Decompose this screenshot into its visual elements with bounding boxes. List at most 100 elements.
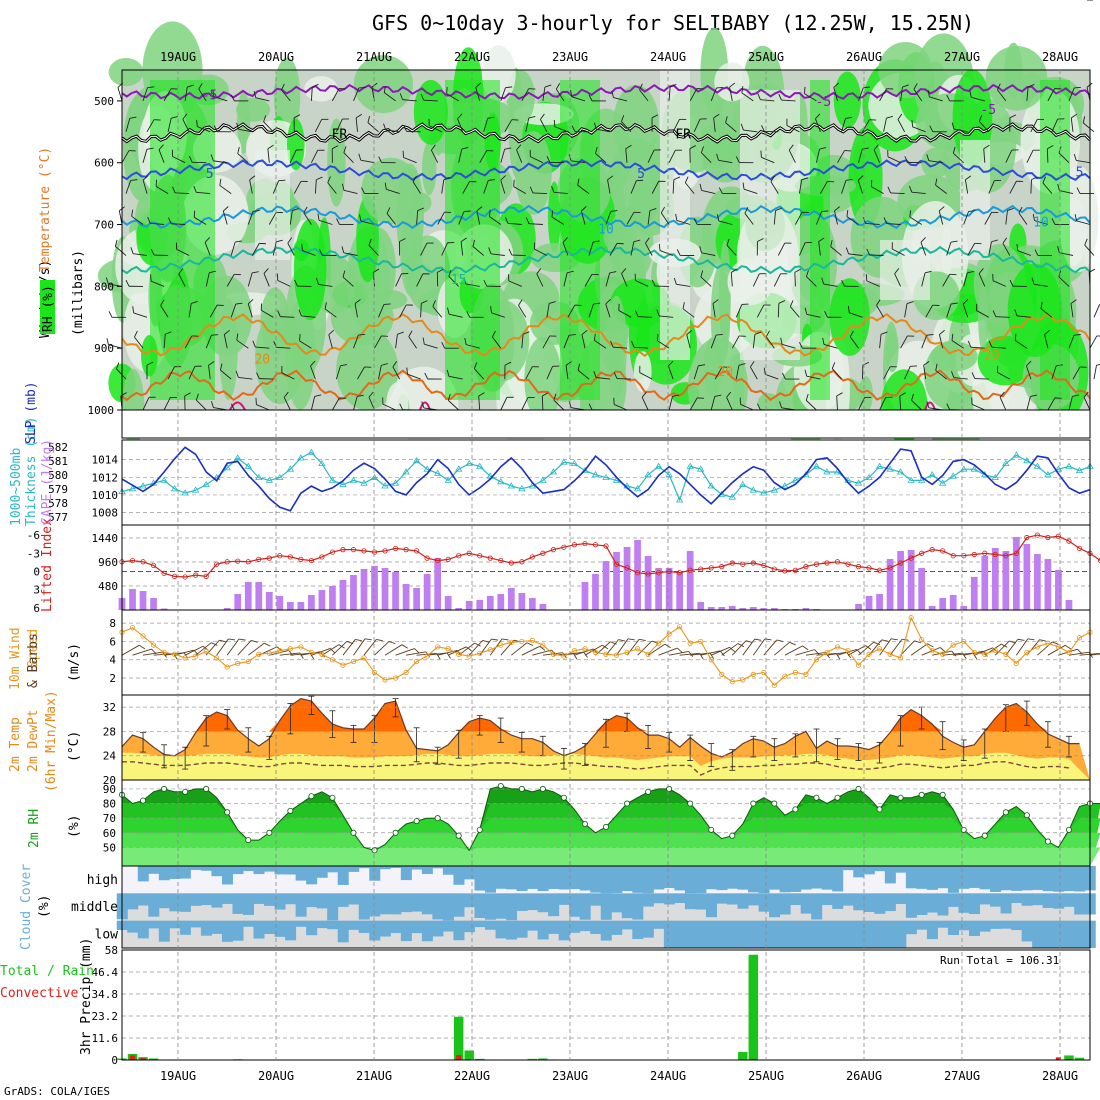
wind-barb-flag [907,335,915,337]
wind-barb-staff [858,87,864,102]
cloud-bar [695,866,707,894]
cloud-bar [632,893,644,920]
wind-barb-staff [528,223,543,225]
wind10-speed-point [834,644,841,650]
wind-barb-flag [336,218,340,225]
cloud-bar [127,893,139,910]
cloud-bar [264,866,276,872]
wind10-speed-point [740,677,746,683]
cloud-bar [695,920,707,948]
rh2m-area-50 [122,847,1100,866]
contour-30-line [419,401,431,411]
wind-barb-staff [595,153,607,164]
wind10-speed-point [971,649,977,656]
contour-label: 20 [717,365,733,380]
cape-bar [1065,600,1073,610]
wind10-barb-staff [721,643,739,656]
wind-barb-staff [911,191,926,195]
wind10-speed-point [771,682,777,688]
wind10-barb-staff [121,644,140,656]
li-point [508,560,514,566]
cloud-bar [485,893,497,920]
wind-barb-flag [448,269,452,277]
wind10-barb [458,642,481,656]
wind-barb-staff [195,399,207,411]
cloud-bar [705,920,717,948]
wind-barb [577,178,590,194]
wind-barb-flag [128,150,136,152]
wind-barb-flag [821,210,829,212]
cloud-bar [874,893,886,914]
wind-barb-staff [209,304,218,318]
li-point [361,548,367,554]
wind-barb-flag [788,144,794,151]
wind-barb-staff [1068,334,1075,349]
wind-barb-staff [108,344,123,349]
cloud-bar [800,920,812,948]
contour-label: FR [332,128,348,143]
cloud-bar [306,920,318,936]
wind10-speed-point [161,649,167,656]
wind-barb-staff [657,340,670,349]
cloud-bar [811,866,823,889]
wind-barb-staff [399,304,407,318]
contour-label: 5 [206,167,214,182]
wind-barb [236,122,253,133]
temp-units: (°C) [67,731,82,762]
wind-barb-flag [294,279,298,287]
date-label-bottom: 23AUG [552,1069,588,1083]
thickness-point [1002,459,1010,466]
wind-barb-flag [209,270,216,274]
thickness-point [1033,462,1042,469]
wind10-speed-point [677,624,683,630]
wind-barb [879,396,893,411]
wind-barb [668,149,683,163]
cape-bar [465,601,473,610]
run-total: Run Total = 106.31 [940,954,1059,967]
wind-barb-staff [342,276,354,287]
thickness-point [276,473,284,480]
cloud-bar [558,893,570,905]
wind10-speed-point [529,637,535,644]
wind-barb-staff [710,334,717,349]
wind-barb-flag [1054,397,1062,399]
wind10-barb-flag [639,638,646,642]
wind-barb-staff [395,334,398,349]
wind-barb-flag [446,87,448,94]
wind-barb-staff [430,150,439,163]
wind-barb-staff [693,365,699,380]
wind-barb-flag [522,331,530,335]
wind-barb-flag [339,88,346,90]
wind-barb-flag [562,237,568,243]
wind-barb-flag [252,340,256,348]
wind-barb-flag [235,370,239,378]
wind-barb-flag [588,403,593,410]
wind-barb-staff [1058,152,1070,164]
thickness-point [360,479,368,486]
wind-barb-flag [553,119,556,127]
wind-barb-flag [609,271,617,274]
wind10-barb-flag [881,639,889,642]
wind-barb-staff [946,303,952,318]
wind-barb-flag [897,113,903,120]
wind-barb-flag [760,150,762,158]
rh2m-point [729,832,736,839]
wind10-barb [468,639,490,656]
wind-barb-staff [299,340,312,349]
wind-barb-flag [620,115,625,122]
wind-barb [546,156,564,164]
wind-barb-flag [775,207,782,211]
wind-barb-staff [518,305,527,318]
wind-barb-staff [1044,334,1049,349]
cloud-bar [590,920,602,934]
li-point [1024,534,1030,541]
wind-barb [428,118,442,133]
wind-barb-staff [516,149,523,163]
wind-barb-staff [281,89,291,102]
wind-barb-staff [530,156,544,164]
thickness-tick-label: 580 [48,469,68,482]
wind-barb [824,311,842,318]
wind-barb [946,302,958,318]
wind10-barb [721,643,745,656]
wind-barb-flag [997,365,999,373]
